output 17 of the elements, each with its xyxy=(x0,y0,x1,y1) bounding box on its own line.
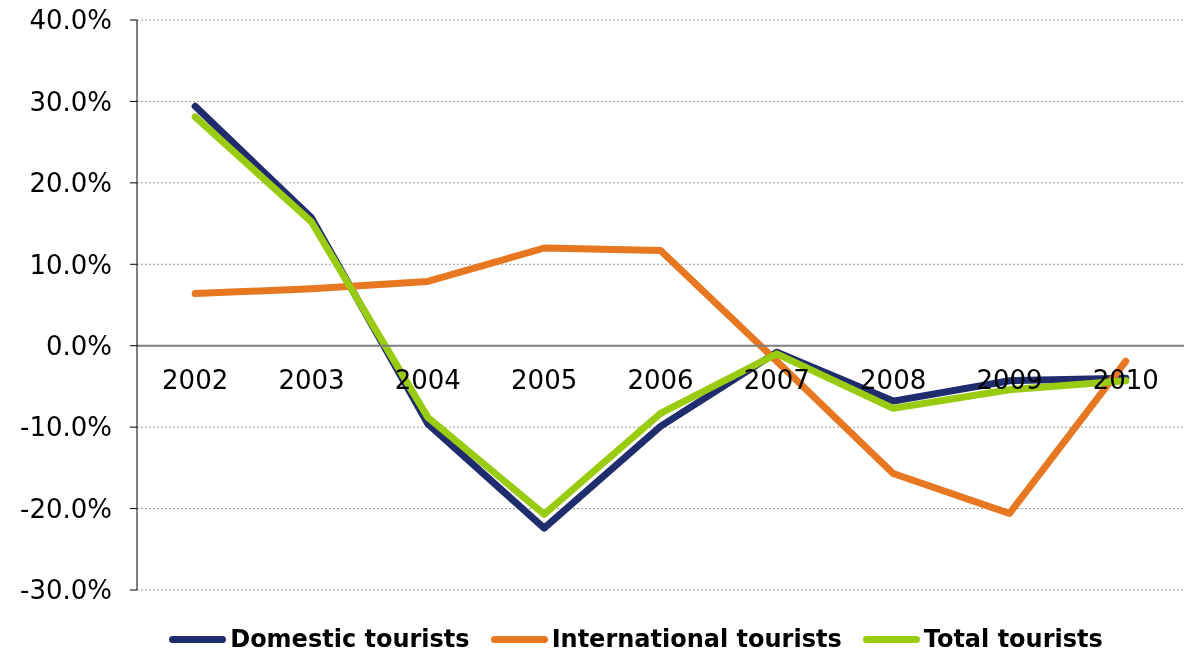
y-tick-label: 10.0% xyxy=(29,249,112,280)
y-tick-label: 40.0% xyxy=(29,5,112,36)
x-tick-label: 2008 xyxy=(860,364,927,395)
x-tick-label: 2009 xyxy=(976,364,1043,395)
x-tick-label: 2003 xyxy=(278,364,345,395)
legend-label: International tourists xyxy=(551,625,842,653)
y-tick-label: -20.0% xyxy=(20,493,112,524)
x-tick-label: 2002 xyxy=(162,364,229,395)
legend-label: Domestic tourists xyxy=(230,625,470,653)
legend-label: Total tourists xyxy=(923,625,1103,653)
x-tick-label: 2006 xyxy=(627,364,694,395)
x-tick-label: 2005 xyxy=(511,364,578,395)
y-tick-label: -30.0% xyxy=(20,575,112,606)
y-tick-label: -10.0% xyxy=(20,412,112,443)
y-tick-label: 30.0% xyxy=(29,86,112,117)
y-tick-label: 20.0% xyxy=(29,168,112,199)
y-tick-label: 0.0% xyxy=(45,330,112,361)
